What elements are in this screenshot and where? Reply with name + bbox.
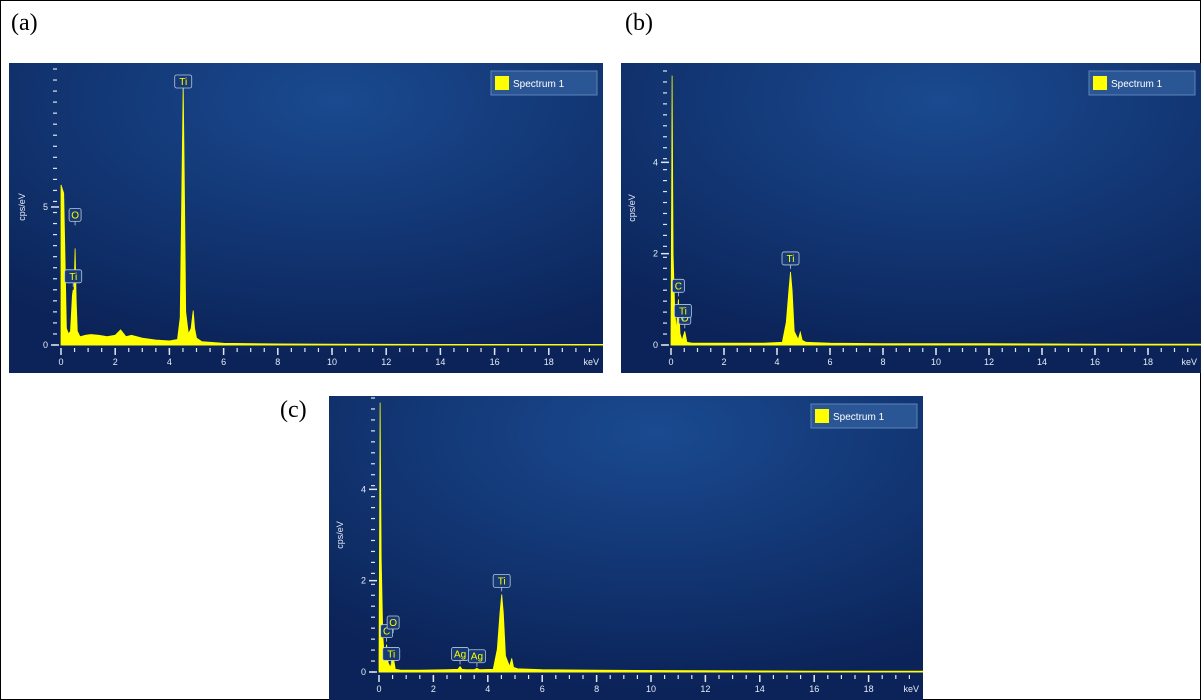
peak-label-text: Ag: [454, 649, 466, 660]
spectrum-area: [670, 75, 1201, 346]
legend-swatch: [1093, 76, 1107, 90]
peak-label-o: O: [68, 207, 82, 226]
peak-label-o: O: [386, 615, 400, 634]
x-tick-label: 0: [58, 357, 63, 367]
peak-label-text: Ti: [498, 576, 506, 587]
x-axis-unit: keV: [1181, 357, 1197, 367]
y-tick-label: 4: [361, 484, 366, 494]
x-tick-label: 18: [1143, 357, 1153, 367]
peak-label-text: C: [675, 281, 682, 292]
spectrum-chart-b: 0 2 4 cps/eV 0 2 4 6 8 10 12 14 16 18 keV C O Ti Ti Spectru…: [621, 63, 1201, 373]
x-tick-label: 12: [700, 684, 710, 694]
peak-label-c: C: [672, 278, 685, 297]
y-tick-label: 0: [653, 340, 658, 350]
x-tick-label: 2: [721, 357, 726, 367]
x-tick-label: 8: [594, 684, 599, 694]
x-tick-label: 8: [275, 357, 280, 367]
plot-background: [621, 63, 1201, 373]
x-tick-label: 6: [540, 684, 545, 694]
y-axis-title: cps/eV: [627, 194, 637, 222]
y-tick-label: 5: [43, 202, 48, 212]
panel-label-c: (c): [280, 397, 307, 423]
y-tick-label: 4: [653, 157, 658, 167]
x-tick-label: 10: [931, 357, 941, 367]
x-tick-label: 0: [668, 357, 673, 367]
x-tick-label: 2: [431, 684, 436, 694]
panel-label-b: (b): [625, 10, 653, 36]
x-tick-label: 16: [809, 684, 819, 694]
x-tick-label: 0: [376, 684, 381, 694]
x-tick-label: 18: [544, 357, 554, 367]
legend-swatch: [495, 76, 509, 90]
spectrum-area: [60, 82, 603, 346]
legend-label: Spectrum 1: [513, 79, 565, 90]
panel-label-a: (a): [11, 10, 38, 36]
legend-box: [490, 70, 598, 96]
peak-label-ti: Ti: [174, 74, 193, 92]
x-tick-label: 4: [167, 357, 172, 367]
peak-label-ti: Ti: [64, 269, 83, 287]
peak-label-text: Ti: [69, 272, 77, 283]
legend-label: Spectrum 1: [833, 412, 885, 423]
peak-label-box: [64, 269, 83, 284]
x-tick-label: 14: [435, 357, 445, 367]
x-axis-unit: keV: [903, 684, 919, 694]
x-tick-label: 12: [381, 357, 391, 367]
x-tick-label: 18: [864, 684, 874, 694]
peak-label-text: O: [389, 618, 397, 629]
peak-label-text: Ti: [787, 254, 795, 265]
x-tick-label: 6: [221, 357, 226, 367]
peak-label-box: [672, 278, 685, 293]
peak-label-ti: Ti: [674, 304, 692, 322]
y-axis-title: cps/eV: [335, 521, 345, 549]
x-tick-label: 14: [1037, 357, 1047, 367]
x-tick-label: 10: [327, 357, 337, 367]
spectrum-chart-a: 0 5 cps/eV 0 2 4 6 8 10 12 14 16 18 keV O Ti Ti Spectrum …: [9, 63, 603, 373]
x-tick-label: 4: [774, 357, 779, 367]
peak-label-ti: Ti: [382, 647, 401, 665]
peak-label-ti: Ti: [781, 251, 800, 269]
y-tick-label: 0: [43, 340, 48, 350]
plot-background: [329, 396, 923, 700]
chart-svg-c: 0 2 4 cps/eV 0 2 4 6 8 10 12 14 16 18 keV CO Ti Ag Ag Ti Spe…: [329, 396, 923, 700]
peak-label-text: Ti: [679, 306, 687, 317]
x-tick-label: 16: [1090, 357, 1100, 367]
peak-label-text: Ti: [179, 77, 187, 88]
x-tick-label: 6: [827, 357, 832, 367]
x-tick-label: 2: [113, 357, 118, 367]
y-tick-label: 2: [361, 576, 366, 586]
x-tick-label: 16: [490, 357, 500, 367]
y-axis-title: cps/eV: [17, 193, 27, 221]
peak-label-text: Ag: [471, 652, 483, 663]
plot-background: [9, 63, 603, 373]
peak-label-text: Ti: [387, 649, 395, 660]
x-tick-label: 4: [485, 684, 490, 694]
legend-label: Spectrum 1: [1111, 79, 1163, 90]
peak-label-text: O: [71, 210, 79, 221]
peak-label-ti: Ti: [492, 573, 511, 592]
y-tick-label: 2: [653, 249, 658, 259]
legend-swatch: [815, 409, 829, 423]
x-axis-unit: keV: [583, 357, 599, 367]
peak-label-text: O: [681, 313, 689, 324]
spectrum-chart-c: 0 2 4 cps/eV 0 2 4 6 8 10 12 14 16 18 keV C O Ti Ag Ag Ti Spe…: [329, 396, 923, 700]
chart-svg-a: 0 5 cps/eV 0 2 4 6 8 10 12 14 16 18 keV O Ti Ti Spectrum …: [9, 63, 603, 373]
peak-label-text: C: [383, 627, 390, 638]
x-tick-label: 8: [880, 357, 885, 367]
y-tick-label: 0: [361, 667, 366, 677]
x-tick-label: 14: [755, 684, 765, 694]
x-tick-label: 10: [646, 684, 656, 694]
x-tick-label: 12: [984, 357, 994, 367]
peak-label-ag: Ag: [468, 649, 486, 667]
